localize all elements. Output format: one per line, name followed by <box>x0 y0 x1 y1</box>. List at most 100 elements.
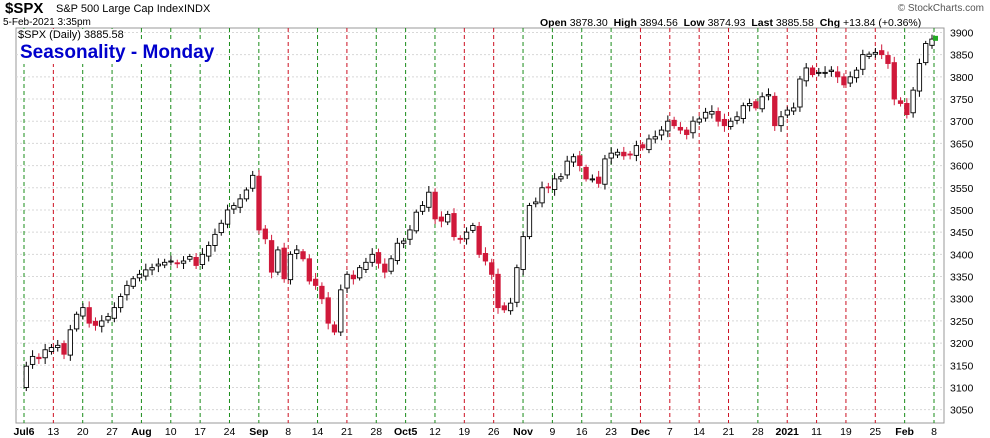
candle-body <box>67 329 73 356</box>
candle-body <box>92 320 99 326</box>
y-tick-label: 3700 <box>950 116 974 128</box>
candle-body <box>312 278 319 286</box>
candle-body <box>86 307 92 324</box>
candle-body <box>904 102 910 115</box>
candle-body <box>860 54 866 70</box>
x-tick-label: 8 <box>931 426 937 438</box>
y-tick-label: 3250 <box>950 316 974 328</box>
candle-body <box>187 256 193 260</box>
x-tick-label: Jul6 <box>13 426 34 438</box>
x-tick-label: 2021 <box>776 426 800 438</box>
candle-body <box>432 191 438 220</box>
x-tick-label: 7 <box>667 426 673 438</box>
candle-body <box>709 110 715 115</box>
high-label: High <box>613 17 637 29</box>
plot-frame <box>15 27 945 424</box>
x-tick-label: 24 <box>224 426 236 438</box>
x-tick-label: 27 <box>106 426 118 438</box>
x-tick-label: 26 <box>488 426 500 438</box>
candle-body <box>457 237 463 240</box>
candle-body <box>778 116 784 127</box>
candle-body <box>910 89 916 114</box>
x-tick-label: 16 <box>576 426 588 438</box>
x-tick-label: 14 <box>312 426 324 438</box>
candle-body <box>42 349 48 359</box>
candle-body <box>533 201 539 205</box>
candle-body <box>268 240 275 273</box>
candle-body <box>790 107 797 112</box>
candle-body <box>545 186 551 189</box>
candle-body <box>451 213 457 238</box>
chg-label: Chg <box>819 17 841 29</box>
y-tick-label: 3400 <box>950 249 974 261</box>
candle-body <box>753 101 759 109</box>
candle-body <box>803 67 809 82</box>
candle-body <box>23 365 29 388</box>
exchange: INDX <box>184 3 211 15</box>
candle-body <box>356 267 363 279</box>
x-tick-label: 13 <box>48 426 60 438</box>
y-tick-label: 3800 <box>950 72 974 84</box>
x-tick-label: 19 <box>458 426 470 438</box>
y-tick-label: 3850 <box>950 50 974 62</box>
candle-body <box>162 261 168 266</box>
candle-body <box>671 119 677 127</box>
candle-body <box>180 260 187 264</box>
x-tick-label: Sep <box>249 426 268 438</box>
candle-body <box>61 343 67 355</box>
candle-body <box>193 257 199 266</box>
candle-body <box>482 253 489 262</box>
candle-body <box>835 71 841 78</box>
candle-body <box>212 233 218 246</box>
y-tick-label: 3650 <box>950 138 974 150</box>
candle-body <box>243 189 250 200</box>
candle-body <box>539 187 545 204</box>
x-tick-label: Nov <box>513 426 533 438</box>
candle-body <box>595 176 602 184</box>
candle-body <box>558 176 564 180</box>
candle-body <box>111 307 117 319</box>
candle-body <box>149 267 155 271</box>
candle-body <box>287 253 294 281</box>
candle-body <box>759 96 765 110</box>
candle-body <box>55 344 61 349</box>
candle-body <box>105 316 111 321</box>
x-tick-label: 11 <box>811 426 822 438</box>
candle-body <box>633 145 640 156</box>
candle-body <box>872 51 879 55</box>
y-tick-label: 3200 <box>950 338 974 350</box>
candle-body <box>237 198 243 208</box>
y-tick-label: 3750 <box>950 94 974 106</box>
candle-body <box>281 247 287 280</box>
symbol: $SPX <box>5 0 44 17</box>
candle-body <box>36 356 42 360</box>
candle-body <box>514 267 520 303</box>
x-tick-label: 17 <box>194 426 206 438</box>
candle-body <box>696 118 702 123</box>
candle-body <box>470 225 476 231</box>
candle-body <box>250 174 256 189</box>
x-tick-label: Dec <box>631 426 650 438</box>
candle-body <box>583 166 589 180</box>
candle-body <box>602 158 608 185</box>
candle-body <box>866 53 872 57</box>
y-tick-label: 3100 <box>950 382 974 394</box>
quote-row: Open 3878.30 High 3894.56 Low 3874.93 La… <box>540 17 921 29</box>
candle-body <box>885 55 891 64</box>
candle-body <box>621 151 627 157</box>
candle-body <box>507 302 514 312</box>
candle-body <box>224 209 231 225</box>
candle-body <box>526 205 533 238</box>
candle-body <box>130 278 136 287</box>
x-tick-label: Feb <box>895 426 914 438</box>
candle-body <box>489 262 495 275</box>
candle-body <box>923 43 929 64</box>
candle-body <box>206 245 212 257</box>
candle-body <box>841 76 847 86</box>
x-tick-label: 12 <box>429 426 441 438</box>
candle-body <box>331 324 338 333</box>
series-legend: $SPX (Daily) 3885.58 <box>18 29 124 41</box>
candle-body <box>382 263 388 273</box>
candle-body <box>614 151 621 156</box>
candle-body <box>677 126 684 131</box>
